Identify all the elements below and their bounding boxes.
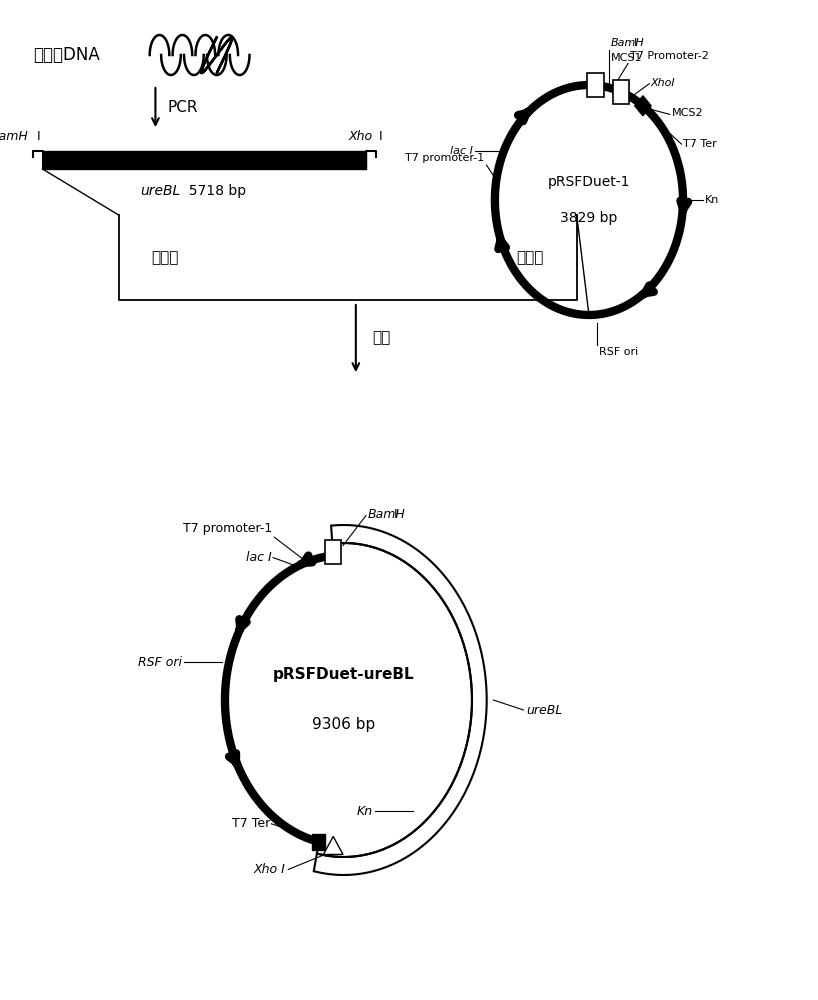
Text: BamH: BamH (611, 38, 645, 48)
Text: T7 promoter-1: T7 promoter-1 (405, 153, 484, 163)
FancyBboxPatch shape (325, 540, 341, 564)
Text: 9306 bp: 9306 bp (312, 718, 375, 732)
Text: ureBL: ureBL (526, 704, 562, 716)
Polygon shape (635, 96, 651, 116)
Text: I: I (37, 130, 40, 143)
Text: I: I (634, 38, 637, 48)
Text: pRSFDuet-1: pRSFDuet-1 (548, 175, 630, 189)
Polygon shape (323, 836, 343, 854)
Text: lac I: lac I (245, 551, 272, 564)
Text: 连接: 连接 (372, 330, 390, 346)
Text: T7 Ter: T7 Ter (231, 817, 270, 830)
Text: 双酶切: 双酶切 (517, 250, 544, 265)
Text: ureBL: ureBL (140, 184, 180, 198)
Text: 5718 bp: 5718 bp (180, 184, 246, 198)
Text: RSF ori: RSF ori (599, 347, 638, 357)
Text: 3829 bp: 3829 bp (560, 211, 618, 225)
Text: Kn: Kn (356, 805, 372, 818)
Text: Xho: Xho (348, 130, 372, 143)
Text: MCS2: MCS2 (672, 108, 703, 118)
Text: T7 Ter: T7 Ter (683, 139, 717, 149)
Text: 基因组DNA: 基因组DNA (33, 46, 100, 64)
Text: BamH: BamH (367, 508, 406, 521)
Text: RSF ori: RSF ori (137, 656, 182, 669)
Text: MCS1: MCS1 (611, 53, 643, 63)
Text: Kn: Kn (705, 195, 720, 205)
Text: XhoI: XhoI (651, 78, 676, 88)
Text: pRSFDuet-ureBL: pRSFDuet-ureBL (272, 668, 415, 682)
Text: T7 promoter-1: T7 promoter-1 (183, 522, 272, 535)
Text: T7 Promoter-2: T7 Promoter-2 (630, 51, 708, 61)
FancyBboxPatch shape (587, 73, 604, 97)
Text: PCR: PCR (168, 101, 198, 115)
Text: BamH: BamH (0, 130, 29, 143)
Text: Xho I: Xho I (254, 863, 285, 876)
Text: 双酶切: 双酶切 (151, 250, 178, 265)
Text: lac I: lac I (450, 146, 473, 156)
Text: I: I (379, 130, 382, 143)
Text: I: I (393, 508, 398, 521)
FancyBboxPatch shape (312, 834, 326, 850)
FancyBboxPatch shape (613, 80, 629, 104)
FancyBboxPatch shape (43, 151, 366, 169)
